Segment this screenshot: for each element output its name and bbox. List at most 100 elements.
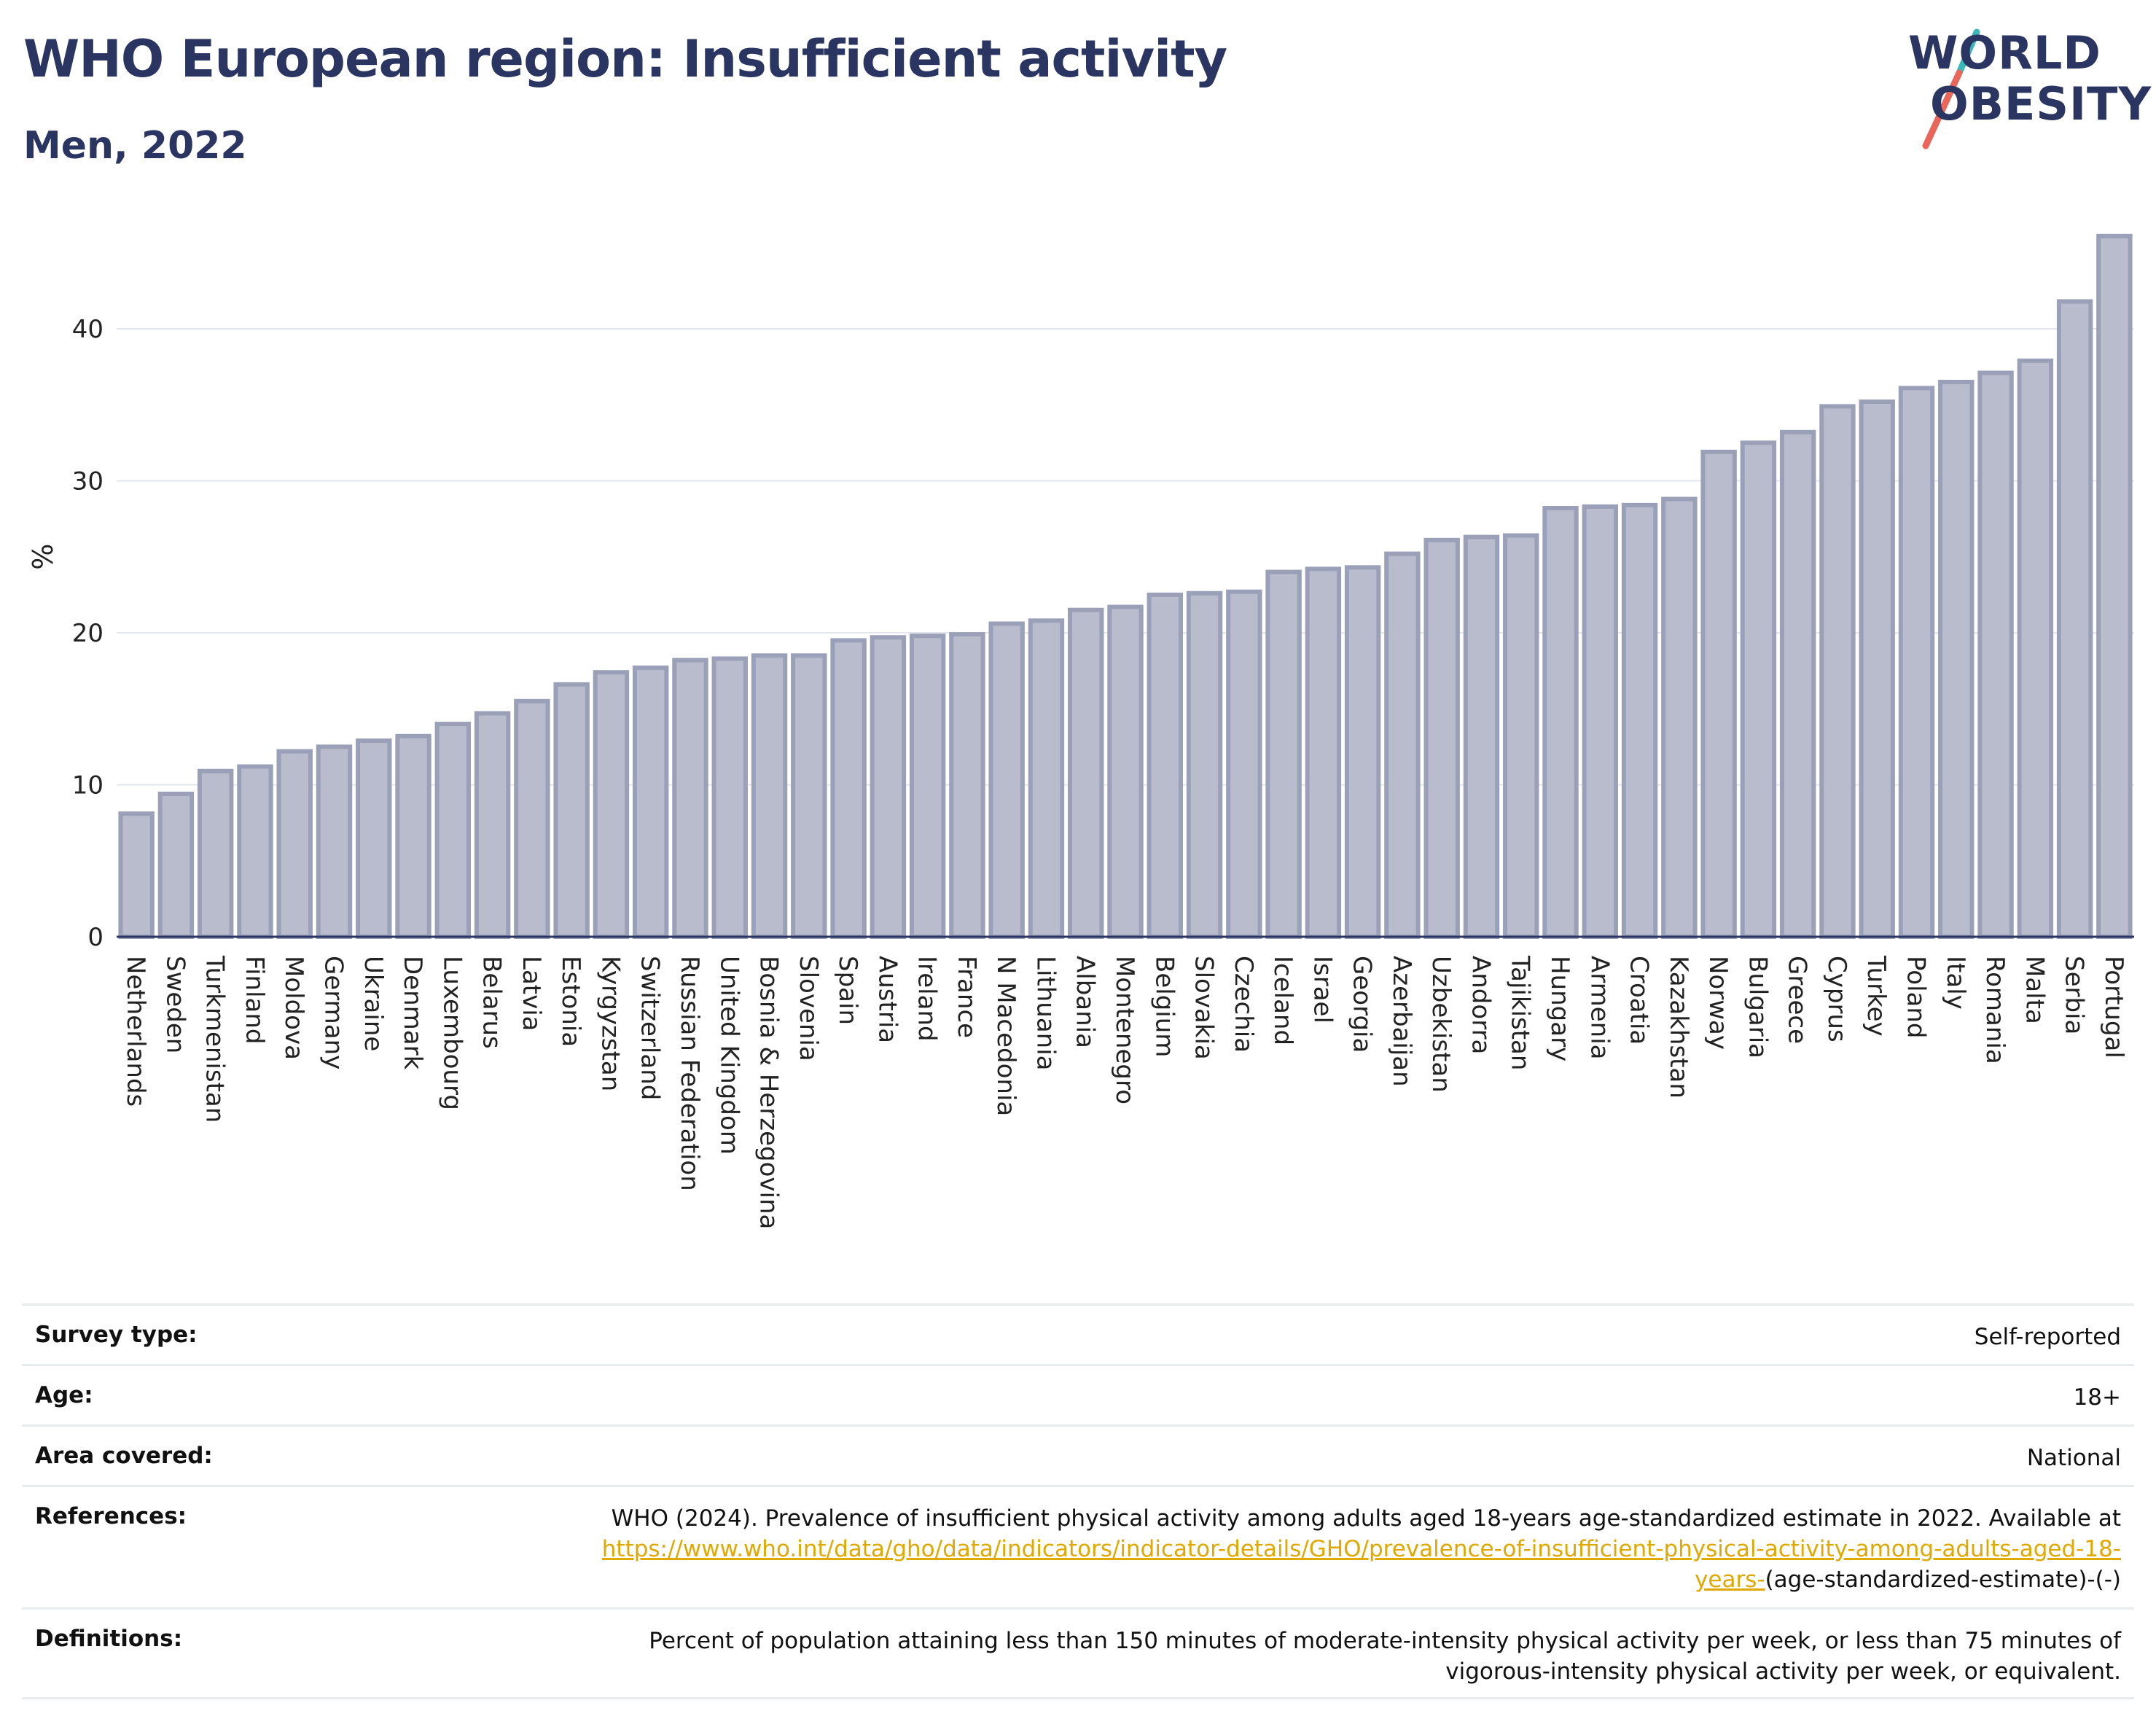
x-category-label: Germany	[319, 956, 348, 1069]
x-category-label: Finland	[240, 956, 269, 1045]
x-category-label: Luxembourg	[437, 956, 466, 1110]
bar-united-kingdom	[711, 656, 748, 939]
bar-netherlands	[118, 811, 155, 939]
bar-finland	[237, 764, 273, 939]
x-category-label: Slovenia	[794, 956, 823, 1061]
x-category-label: Azerbaijan	[1387, 956, 1416, 1087]
info-row-age: Age: 18+	[22, 1364, 2134, 1424]
bar-sweden	[157, 792, 195, 940]
bar-spain	[830, 638, 867, 939]
x-category-label: Israel	[1308, 956, 1337, 1024]
y-tick-label: 20	[72, 619, 103, 648]
x-category-label: Iceland	[1268, 956, 1297, 1045]
bar-ukraine	[356, 738, 392, 939]
references-text: WHO (2024). Prevalence of insufficient p…	[611, 1505, 2121, 1532]
bar-cyprus	[1819, 404, 1856, 939]
bar-moldova	[276, 749, 313, 939]
info-table: Survey type: Self-reported Age: 18+ Area…	[22, 1303, 2134, 1699]
x-category-label: Turkey	[1862, 955, 1891, 1037]
age-label: Age:	[35, 1382, 93, 1408]
x-category-label: Ukraine	[359, 956, 388, 1051]
bar-uzbekistan	[1423, 537, 1460, 939]
chart-title: WHO European region: Insufficient activi…	[23, 29, 1227, 89]
bar-czechia	[1226, 589, 1262, 940]
bar-iceland	[1265, 569, 1302, 939]
x-category-label: Romania	[1980, 956, 2009, 1064]
x-category-label: Lithuania	[1031, 956, 1060, 1070]
bar-belgium	[1147, 592, 1183, 939]
x-category-label: Malta	[2020, 956, 2049, 1024]
age-value: 18+	[2073, 1384, 2121, 1411]
y-axis-label: %	[27, 544, 59, 570]
x-category-label: Slovakia	[1190, 956, 1219, 1060]
bar-belarus	[474, 711, 511, 939]
x-category-label: Serbia	[2060, 956, 2089, 1034]
x-category-label: Bosnia & Herzegovina	[754, 956, 784, 1229]
definitions-label: Definitions:	[35, 1626, 183, 1652]
bar-azerbaijan	[1384, 551, 1421, 939]
references-value: WHO (2024). Prevalence of insufficient p…	[554, 1503, 2121, 1595]
x-category-label: Georgia	[1348, 956, 1377, 1053]
x-category-label: Turkmenistan	[200, 955, 230, 1123]
bar-kazakhstan	[1661, 496, 1698, 939]
bar-slovenia	[791, 653, 827, 940]
x-category-label: Bulgaria	[1743, 956, 1772, 1058]
chart-subtitle: Men, 2022	[23, 124, 247, 168]
x-category-label: Hungary	[1545, 956, 1574, 1061]
x-category-label: Switzerland	[636, 956, 665, 1100]
bar-russian-federation	[672, 658, 708, 940]
x-category-label: Italy	[1941, 956, 1970, 1010]
x-category-label: Moldova	[279, 956, 308, 1060]
bar-chart: 0 10 20 30 40 Netherlands Sweden Turkmenistan F…	[27, 233, 2134, 1229]
x-category-label: Spain	[833, 956, 862, 1025]
x-category-label: Armenia	[1585, 956, 1614, 1060]
x-category-label: Belgium	[1149, 956, 1179, 1057]
y-tick-label: 30	[72, 467, 103, 496]
x-category-label: Estonia	[556, 956, 585, 1047]
info-row-references: References: WHO (2024). Prevalence of in…	[22, 1485, 2134, 1607]
x-category-label: Kazakhstan	[1664, 956, 1693, 1099]
bar-malta	[2017, 358, 2054, 940]
x-category-label: Denmark	[398, 956, 427, 1070]
x-category-label: Portugal	[2099, 956, 2128, 1058]
world-obesity-logo: WORLD OBESITY	[1895, 22, 2151, 153]
x-category-label: Albania	[1071, 956, 1100, 1048]
x-category-label: Sweden	[160, 956, 190, 1053]
bar-turkmenistan	[197, 768, 234, 939]
bar-armenia	[1582, 504, 1619, 939]
survey-type-value: Self-reported	[1974, 1324, 2121, 1350]
logo-slash-icon	[1922, 28, 1980, 149]
bar-andorra	[1463, 534, 1500, 939]
bar-luxembourg	[434, 722, 472, 939]
bar-switzerland	[632, 665, 669, 940]
info-row-definitions: Definitions: Percent of population attai…	[22, 1607, 2134, 1699]
info-row-survey-type: Survey type: Self-reported	[22, 1303, 2134, 1364]
references-link[interactable]: https://www.who.int/data/gho/data/indica…	[601, 1536, 2121, 1593]
x-category-label: Tajikistan	[1506, 955, 1535, 1070]
bars	[118, 233, 2133, 940]
y-axis-ticks: 0 10 20 30 40	[72, 315, 103, 952]
bar-turkey	[1859, 399, 1895, 939]
bar-greece	[1779, 429, 1816, 939]
references-label: References:	[35, 1503, 187, 1529]
bar-france	[949, 632, 985, 940]
y-tick-label: 0	[87, 923, 103, 952]
x-category-label: Greece	[1783, 956, 1812, 1044]
bar-kyrgyzstan	[593, 670, 630, 940]
bar-latvia	[514, 698, 550, 939]
y-tick-label: 10	[72, 771, 103, 800]
bar-slovakia	[1186, 590, 1223, 939]
bar-montenegro	[1107, 604, 1144, 939]
logo-text-obesity: OBESITY	[1930, 77, 2152, 130]
x-category-label: Austria	[872, 956, 902, 1043]
survey-type-label: Survey type:	[35, 1322, 198, 1348]
x-category-label: Andorra	[1466, 956, 1495, 1054]
x-category-label: Belarus	[477, 956, 507, 1049]
bar-austria	[870, 635, 907, 939]
bar-estonia	[553, 682, 590, 939]
x-category-label: Czechia	[1229, 956, 1258, 1053]
x-category-label: Montenegro	[1110, 956, 1139, 1104]
bar-norway	[1700, 449, 1737, 939]
bar-serbia	[2056, 299, 2093, 940]
y-tick-label: 40	[72, 315, 103, 344]
